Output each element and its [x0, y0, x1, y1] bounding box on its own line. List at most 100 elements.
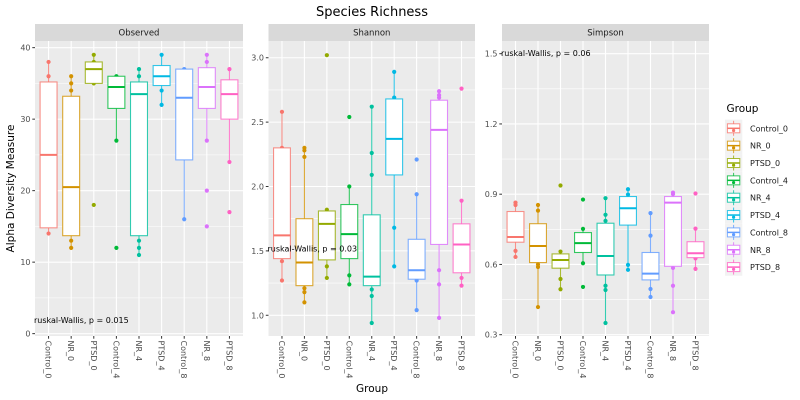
facet-strip-label: Observed: [119, 29, 160, 39]
y-tick-label: 0: [25, 330, 30, 339]
legend-key-point: [732, 180, 736, 185]
kruskal-wallis-label: ruskal-Wallis, p = 0.015: [34, 316, 129, 325]
x-tick-label: NR_4: [134, 341, 143, 362]
box-iqr: [430, 99, 449, 245]
y-tick-label: 1.5: [251, 247, 264, 256]
boxplot-Control_0: [506, 200, 525, 260]
box-iqr: [362, 214, 381, 287]
legend-item-NR_0: NR_0: [725, 136, 771, 155]
legend-item-Control_4: Control_4: [725, 171, 788, 190]
boxplot-PTSD_4: [619, 187, 637, 272]
box-iqr: [619, 195, 637, 226]
box-iqr: [641, 251, 660, 281]
y-tick-label: 1.2: [485, 120, 498, 129]
x-tick-label: NR_8: [202, 341, 211, 362]
x-tick-label: Control_4: [111, 341, 120, 379]
kruskal-wallis-label: ruskal-Wallis, p = 0.03: [268, 244, 358, 253]
boxplot-Control_0: [273, 109, 291, 283]
legend-label: PTSD_8: [750, 263, 780, 272]
x-tick-label: NR_8: [434, 341, 443, 362]
box-iqr: [220, 79, 239, 120]
box-iqr: [107, 75, 126, 109]
legend-item-PTSD_4: PTSD_4: [725, 206, 780, 224]
boxplot-Control_8: [641, 211, 660, 300]
box-iqr: [385, 98, 404, 176]
legend-label: PTSD_4: [750, 211, 780, 220]
x-tick-label: Control_0: [511, 341, 520, 379]
legend-key-point: [732, 250, 736, 254]
data-point: [558, 249, 563, 254]
boxplot-Control_8: [175, 66, 194, 222]
chart-title: Species Richness: [316, 5, 428, 20]
legend-item-Control_8: Control_8: [725, 223, 788, 242]
box-iqr: [295, 218, 314, 287]
facet-panel-observed: Observed 0 10 20 30 40 Control_0 NR_0 PTSD_0 Cont…: [20, 24, 243, 379]
x-tick-label: NR_0: [299, 341, 308, 362]
legend-key-point: [732, 198, 736, 202]
y-tick-label: 1.5: [485, 50, 498, 59]
y-tick-label: 0.6: [485, 260, 498, 269]
data-point: [324, 53, 329, 58]
y-tick-label: 3.0: [251, 54, 264, 63]
facet-strip-label: Shannon: [353, 29, 390, 39]
x-tick-label: NR_4: [367, 341, 376, 362]
boxplot-PTSD_4: [385, 69, 404, 269]
legend-item-PTSD_8: PTSD_8: [725, 258, 780, 276]
boxplot-NR_0: [529, 202, 547, 310]
legend: Group Control_0 NR_0 PTSD_0 Control_4 NR_4 PT…: [725, 103, 788, 276]
legend-label: NR_0: [750, 142, 771, 151]
facet-panels: Observed 0 10 20 30 40 Control_0 NR_0 PTSD_0 Cont…: [20, 24, 709, 379]
legend-label: Control_8: [750, 228, 788, 237]
legend-item-Control_0: Control_0: [725, 119, 788, 137]
x-tick-label: Control_4: [344, 341, 353, 379]
data-point: [693, 191, 698, 196]
facet-panel-shannon: Shannon 1.0 1.5 2.0 2.5 3.0 Control_0 NR_0 PTSD_…: [251, 24, 475, 379]
data-point: [114, 245, 119, 250]
boxplot-NR_8: [430, 89, 449, 320]
legend-item-NR_4: NR_4: [725, 189, 771, 207]
data-point: [558, 183, 563, 188]
x-tick-label: PTSD_0: [322, 341, 331, 371]
box-iqr: [686, 241, 705, 259]
x-tick-label: Control_8: [179, 341, 188, 379]
data-point: [414, 157, 419, 162]
y-tick-label: 20: [20, 187, 30, 196]
data-point: [603, 196, 608, 201]
boxplot-NR_8: [197, 52, 216, 229]
boxplot-Control_4: [340, 114, 359, 287]
facet-strip: [35, 24, 243, 41]
y-tick-label: 2.5: [251, 118, 264, 127]
x-tick-label: NR_0: [533, 341, 542, 362]
data-point: [535, 202, 541, 208]
y-tick-label: 10: [20, 258, 30, 267]
data-point: [459, 86, 464, 91]
boxplot-NR_0: [62, 74, 81, 250]
boxplot-PTSD_8: [686, 191, 705, 271]
boxplot-PTSD_0: [84, 52, 103, 208]
boxplot-NR_4: [129, 66, 149, 258]
legend-item-PTSD_0: PTSD_0: [725, 154, 780, 172]
x-tick-label: PTSD_4: [623, 341, 632, 371]
x-tick-label: NR_8: [668, 341, 677, 362]
box-iqr: [664, 195, 682, 267]
legend-label: NR_8: [750, 246, 771, 255]
box-iqr: [407, 238, 426, 280]
legend-key-point: [732, 233, 736, 237]
legend-key-point: [732, 146, 736, 150]
data-point: [580, 197, 586, 202]
box-iqr: [452, 223, 471, 274]
data-point: [580, 226, 586, 231]
x-tick-label: PTSD_4: [157, 341, 166, 371]
boxplot-NR_8: [664, 190, 682, 315]
data-point: [580, 284, 586, 290]
legend-key-point: [732, 267, 736, 271]
data-point: [204, 224, 209, 229]
legend-label: Control_0: [750, 124, 788, 133]
data-point: [414, 192, 419, 197]
data-point: [693, 226, 698, 231]
box-iqr: [596, 222, 615, 276]
facet-strip: [268, 24, 475, 41]
box-iqr: [340, 203, 359, 260]
facet-panel-simpson: Simpson 0.3 0.6 0.9 1.2 1.5 Control_0 NR_0 PTSD_…: [485, 24, 709, 379]
box-iqr: [273, 147, 291, 260]
